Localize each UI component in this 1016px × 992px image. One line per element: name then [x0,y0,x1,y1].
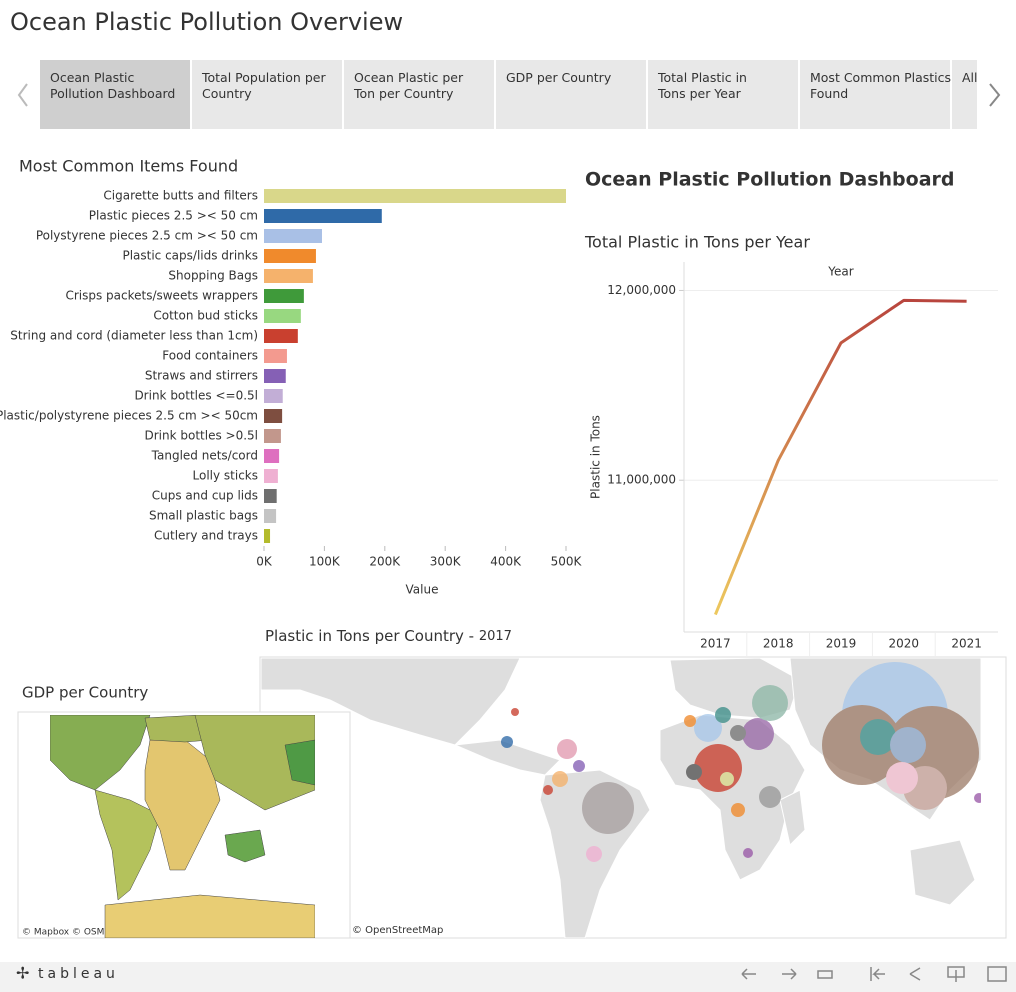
tab[interactable] [648,60,798,129]
gdp-map-attribution: © Mapbox © OSM [22,928,104,938]
bar [264,309,301,323]
x-tick-label: 2017 [700,637,731,651]
y-tick-label: Cigarette butts and filters [103,189,258,203]
bar [264,509,277,523]
y-tick-label: 12,000,000 [607,283,676,297]
y-tick-label: Cutlery and trays [154,529,258,543]
map-bubbles [501,662,981,862]
tab[interactable] [800,60,950,129]
map-title: Plastic in Tons per Country - 2017 [265,627,512,645]
tab-label: Total Population per Country [201,70,326,101]
x-tick-label: 2018 [763,637,794,651]
bar [264,329,298,343]
bar [264,449,280,463]
gdp-map [50,715,315,938]
bar [264,409,283,423]
tab-prev[interactable] [17,83,28,107]
bar [264,289,304,303]
tab-label: Total Plastic in Tons per Year [657,70,747,101]
bar [264,249,316,263]
y-tick-label: Lolly sticks [193,469,259,483]
fullscreen-button[interactable] [987,966,1007,982]
map-title-text: Plastic in Tons per Country - [265,627,474,645]
bar [264,429,281,443]
y-tick-label: Drink bottles <=0.5l [134,389,258,403]
y-tick-label: Plastic/polystyrene pieces 2.5 cm >< 50c… [0,409,258,423]
y-tick-label: Tangled nets/cord [151,449,258,463]
tab[interactable] [952,60,1016,129]
x-tick-label: 2021 [951,637,982,651]
y-tick-label: Straws and stirrers [145,369,258,383]
tab-label: All Fou [962,70,1004,85]
x-tick-label: 500K [551,555,583,569]
y-tick-label: Cotton bud sticks [153,309,258,323]
bar [264,369,286,383]
y-tick-label: Cups and cup lids [152,489,258,503]
reset-button[interactable] [870,967,885,981]
x-tick-label: 300K [430,555,462,569]
chart-title: Total Plastic in Tons per Year [584,233,810,252]
bar [264,229,322,243]
tab[interactable] [40,60,190,129]
map-attribution: © OpenStreetMap [352,925,443,936]
line-series [714,298,967,616]
bar [264,209,382,223]
tab[interactable] [344,60,494,129]
footer [0,962,1016,992]
x-tick-label: 0K [256,555,273,569]
download-button[interactable] [947,966,965,982]
bar [264,469,278,483]
y-tick-label: 11,000,000 [607,473,676,487]
x-axis-title: Value [406,583,439,597]
attribution-bg [350,923,450,937]
footer-logo-icon: ✢ [16,964,29,983]
page-title: Ocean Plastic Pollution Overview [10,8,403,36]
footer-toolbar [741,966,1007,982]
tab-bar: Ocean Plastic Pollution Dashboard Total Po… [40,60,1016,129]
y-tick-label: Drink bottles >0.5l [144,429,258,443]
revert-button[interactable] [817,970,833,979]
map-subtitle: 2017 [479,629,512,644]
share-button[interactable] [909,967,921,981]
y-tick-label: Plastic caps/lids drinks [122,249,258,263]
dashboard-title: Ocean Plastic Pollution Dashboard [585,169,955,191]
tab-label: GDP per Country [506,70,612,85]
bar [264,189,566,203]
tab-label: Most Common Plastics Found [810,70,951,101]
tab-label: Ocean Plastic Pollution Dashboard [50,70,175,101]
bar [264,529,271,543]
y-tick-label: Crisps packets/sweets wrappers [65,289,258,303]
y-tick-label: Small plastic bags [149,509,258,523]
y-tick-label: String and cord (diameter less than 1cm) [10,329,258,343]
y-tick-label: Food containers [162,349,258,363]
x-tick-label: 2020 [889,637,920,651]
chart-title: Most Common Items Found [19,157,238,176]
footer-brand: tableau [38,966,119,982]
y-tick-label: Plastic pieces 2.5 >< 50 cm [89,209,258,223]
y-axis-title: Plastic in Tons [589,415,603,499]
tab-label: Ocean Plastic per Ton per Country [353,70,464,101]
x-tick-label: 2019 [826,637,857,651]
gdp-map-title: GDP per Country [22,684,148,702]
y-tick-label: Shopping Bags [168,269,258,283]
undo-button[interactable] [741,968,756,980]
y-tick-label: Polystyrene pieces 2.5 cm >< 50 cm [36,229,258,243]
bar [264,349,287,363]
bar [264,489,277,503]
tab[interactable] [496,60,646,129]
x-tick-label: 400K [490,555,522,569]
tab-next[interactable] [989,83,1001,107]
x-tick-label: 100K [309,555,341,569]
redo-button[interactable] [782,968,797,980]
bar [264,389,283,403]
bar [264,269,313,283]
tab[interactable] [192,60,342,129]
x-axis-title: Year [827,265,853,279]
x-tick-label: 200K [369,555,401,569]
